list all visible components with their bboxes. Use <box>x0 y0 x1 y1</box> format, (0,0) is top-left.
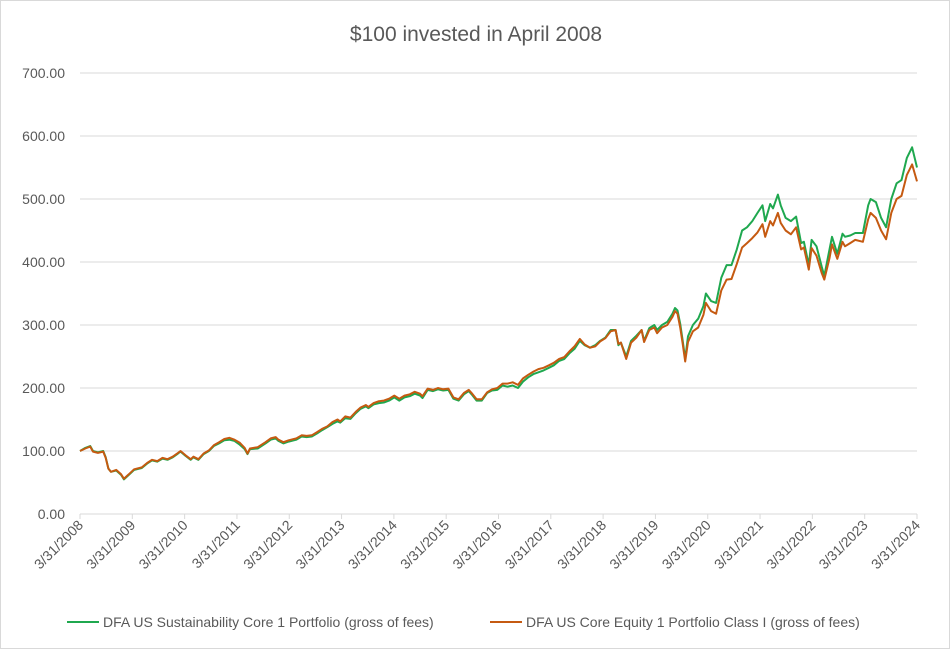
x-tick-label: 3/31/2018 <box>554 517 610 573</box>
y-tick-label: 100.00 <box>22 443 65 459</box>
x-tick-label: 3/31/2023 <box>815 517 871 573</box>
gridlines <box>80 72 917 515</box>
y-tick-label: 500.00 <box>22 191 65 207</box>
y-tick-label: 600.00 <box>22 128 65 144</box>
x-tick-label: 3/31/2008 <box>31 517 87 573</box>
x-tick-label: 3/31/2024 <box>868 517 924 573</box>
series-line-core-equity <box>79 163 918 480</box>
x-tick-label: 3/31/2021 <box>711 517 767 573</box>
y-tick-label: 300.00 <box>22 317 65 333</box>
legend-label-core-equity: DFA US Core Equity 1 Portfolio Class I (… <box>526 614 860 630</box>
series-lines <box>79 146 918 481</box>
x-tick-label: 3/31/2016 <box>449 517 505 573</box>
chart-title: $100 invested in April 2008 <box>350 23 602 46</box>
x-tick-label: 3/31/2015 <box>397 517 453 573</box>
y-tick-label: 400.00 <box>22 254 65 270</box>
x-tick-label: 3/31/2013 <box>292 517 348 573</box>
x-tick-label: 3/31/2017 <box>502 517 558 573</box>
y-tick-label: 0.00 <box>38 506 65 522</box>
y-tick-label: 200.00 <box>22 380 65 396</box>
x-tick-label: 3/31/2022 <box>763 517 819 573</box>
x-tick-label: 3/31/2010 <box>135 517 191 573</box>
legend: DFA US Sustainability Core 1 Portfolio (… <box>67 614 860 630</box>
y-tick-label: 700.00 <box>22 65 65 81</box>
x-tick-label: 3/31/2014 <box>345 517 401 573</box>
x-axis-ticks: 3/31/20083/31/20093/31/20103/31/20113/31… <box>31 514 924 573</box>
x-tick-label: 3/31/2011 <box>188 517 243 572</box>
x-tick-label: 3/31/2009 <box>83 517 139 573</box>
y-axis-ticks: 0.00 100.00 200.00 300.00 400.00 500.00 600.00… <box>22 65 65 522</box>
x-tick-label: 3/31/2019 <box>606 517 662 573</box>
series-line-sustainability <box>79 146 918 481</box>
x-tick-label: 3/31/2012 <box>240 517 296 573</box>
x-tick-label: 3/31/2020 <box>659 517 715 573</box>
legend-label-sustainability: DFA US Sustainability Core 1 Portfolio (… <box>103 614 434 630</box>
